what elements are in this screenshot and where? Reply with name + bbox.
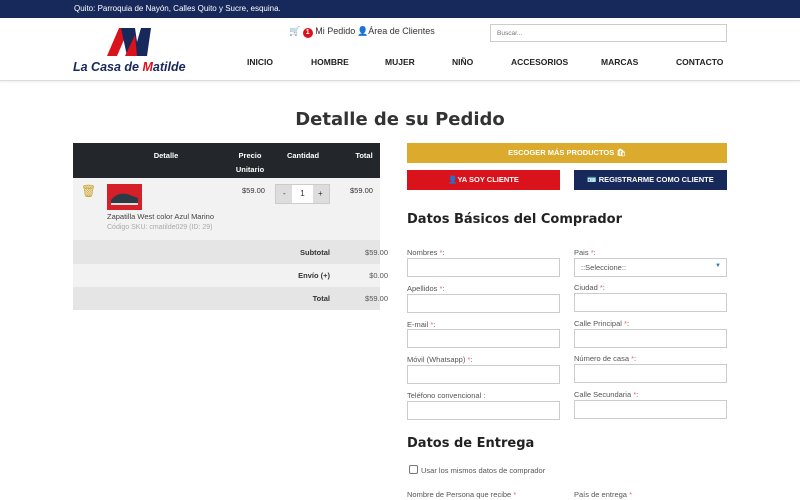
- page-title: Detalle de su Pedido: [295, 109, 505, 130]
- nav-nino[interactable]: NIÑO: [452, 57, 474, 67]
- nombres-label: Nombres *:: [407, 248, 445, 257]
- decrement-button[interactable]: -: [283, 189, 286, 198]
- header: [0, 18, 800, 81]
- col-cantidad: Cantidad: [286, 151, 320, 160]
- calle-principal-label: Calle Principal *:: [574, 319, 630, 328]
- more-products-button[interactable]: ESCOGER MÁS PRODUCTOS 🛍: [407, 143, 727, 163]
- col-precio: Precio Unitario: [235, 151, 265, 174]
- telefono-input[interactable]: [407, 401, 560, 420]
- col-total: Total: [355, 151, 373, 160]
- total-value: $59.00: [365, 294, 388, 303]
- nav-contacto[interactable]: CONTACTO: [676, 57, 724, 67]
- buyer-section-title: Datos Básicos del Comprador: [407, 212, 623, 227]
- user-icon: 👤: [448, 175, 458, 184]
- nav-mujer[interactable]: MUJER: [385, 57, 415, 67]
- same-data-checkbox[interactable]: [409, 465, 418, 474]
- address: Quito: Parroquia de Nayón, Calles Quito …: [74, 4, 281, 13]
- telefono-label: Teléfono convencional :: [407, 391, 486, 400]
- top-bar: Quito: Parroquia de Nayón, Calles Quito …: [0, 0, 800, 18]
- quantity-stepper: - 1 +: [275, 184, 330, 204]
- col-detalle: Detalle: [153, 151, 179, 160]
- apellidos-label: Apellidos *:: [407, 284, 445, 293]
- register-button[interactable]: 🪪 REGISTRARME COMO CLIENTE: [574, 170, 727, 190]
- numero-casa-input[interactable]: [574, 364, 727, 383]
- same-data-label[interactable]: Usar los mismos datos de comprador: [421, 466, 546, 475]
- calle-secundaria-label: Calle Secundaria *:: [574, 390, 639, 399]
- clients-link[interactable]: 👤Área de Clientes: [357, 26, 435, 36]
- total-row: [73, 287, 380, 310]
- email-label: E-mail *:: [407, 320, 436, 329]
- ciudad-label: Ciudad *:: [574, 283, 605, 292]
- numero-casa-label: Número de casa *:: [574, 354, 637, 363]
- pais-select[interactable]: ::Seleccione:: ▼: [574, 258, 727, 277]
- nav-accesorios[interactable]: ACCESORIOS: [511, 57, 569, 67]
- cart-link[interactable]: 🛒 1 Mi Pedido: [289, 26, 356, 38]
- email-input[interactable]: [407, 329, 560, 348]
- chevron-down-icon: ▼: [715, 263, 721, 269]
- increment-button[interactable]: +: [318, 189, 323, 198]
- movil-input[interactable]: [407, 365, 560, 384]
- delivery-country-label: País de entrega *: [574, 490, 632, 499]
- nav-inicio[interactable]: INICIO: [247, 57, 273, 67]
- trash-icon[interactable]: 🗑: [81, 184, 97, 198]
- receiver-label: Nombre de Persona que recibe *: [407, 490, 517, 499]
- nav-marcas[interactable]: MARCAS: [601, 57, 639, 67]
- login-button[interactable]: 👤YA SOY CLIENTE: [407, 170, 560, 190]
- subtotal-value: $59.00: [365, 248, 388, 257]
- shipping-value: $0.00: [369, 271, 388, 280]
- apellidos-input[interactable]: [407, 294, 560, 313]
- unit-price: $59.00: [242, 186, 265, 195]
- calle-secundaria-input[interactable]: [574, 400, 727, 419]
- id-card-icon: 🪪: [587, 175, 597, 184]
- ciudad-input[interactable]: [574, 293, 727, 312]
- logo-icon[interactable]: [105, 27, 153, 57]
- cart-icon: 🛒: [289, 26, 301, 36]
- product-sku: Código SKU: cmatilde029 (ID: 29): [107, 224, 213, 231]
- logo[interactable]: La Casa de Matilde: [73, 60, 186, 74]
- product-name[interactable]: Zapatilla West color Azul Marino: [107, 212, 214, 221]
- search-input[interactable]: [490, 24, 727, 42]
- subtotal-row: [73, 240, 380, 264]
- nav-hombre[interactable]: HOMBRE: [311, 57, 349, 67]
- shipping-row: [73, 264, 380, 287]
- bag-icon: 🛍: [616, 148, 626, 157]
- cart-badge: 1: [302, 28, 313, 38]
- subtotal-label: Subtotal: [300, 248, 330, 257]
- calle-principal-input[interactable]: [574, 329, 727, 348]
- delivery-section-title: Datos de Entrega: [407, 436, 535, 451]
- nombres-input[interactable]: [407, 258, 560, 277]
- total-label: Total: [312, 294, 330, 303]
- quantity-input[interactable]: 1: [292, 185, 313, 203]
- movil-label: Móvil (Whatsapp) *:: [407, 355, 473, 364]
- user-icon: 👤: [357, 26, 369, 36]
- line-total: $59.00: [350, 186, 373, 195]
- shipping-label: Envío (+): [298, 271, 330, 280]
- product-image[interactable]: [107, 184, 142, 210]
- table-header: [73, 143, 380, 178]
- pais-label: Pais *:: [574, 248, 596, 257]
